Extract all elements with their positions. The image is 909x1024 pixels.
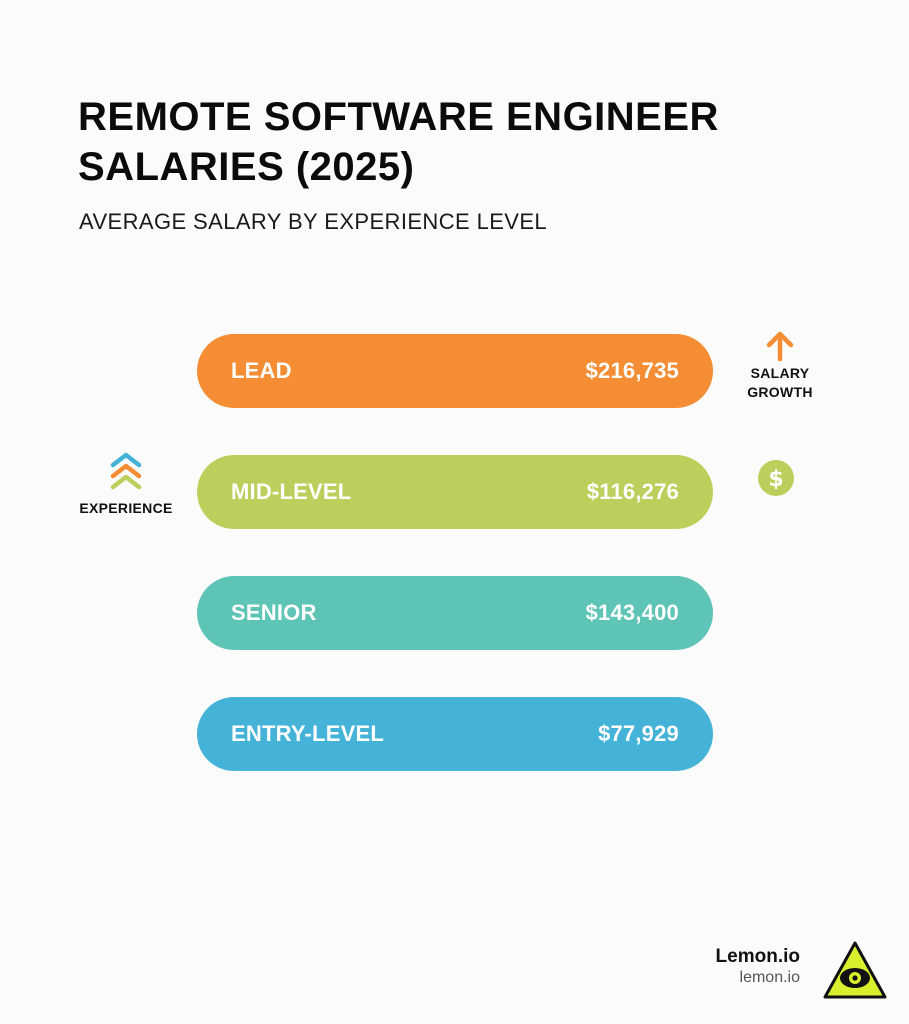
bar-label: MID-LEVEL xyxy=(231,479,352,504)
brand-name: Lemon.io xyxy=(715,946,800,967)
bar-entry-level: ENTRY-LEVEL $77,929 xyxy=(197,697,713,771)
bar-value-label: $116,276 xyxy=(586,479,679,504)
bar-value-label: $143,400 xyxy=(585,600,679,625)
svg-text:$: $ xyxy=(768,467,783,492)
bar-value-label: $77,929 xyxy=(598,721,679,746)
brand-block: Lemon.io lemon.io xyxy=(716,946,800,988)
bar-lead: LEAD $216,735 xyxy=(197,334,713,408)
chart-subtitle: AVERAGE SALARY BY EXPERIENCE LEVEL xyxy=(79,209,548,234)
lemon-eye-triangle-icon xyxy=(823,941,887,999)
bar-value-label: $216,735 xyxy=(585,358,679,383)
salary-growth-indicator: SALARY GROWTH xyxy=(730,330,830,402)
bar-label: LEAD xyxy=(231,358,292,383)
bar-senior: SENIOR $143,400 xyxy=(197,576,713,650)
dollar-coin-icon: $ xyxy=(758,460,794,496)
salary-growth-label: SALARY GROWTH xyxy=(747,365,813,400)
bar-label: ENTRY-LEVEL xyxy=(231,721,384,746)
bar-mid-level: MID-LEVEL $116,276 xyxy=(197,455,713,529)
stacked-chevrons-up-icon xyxy=(110,452,142,490)
experience-label: EXPERIENCE xyxy=(79,500,173,516)
experience-indicator: EXPERIENCE xyxy=(70,450,182,516)
arrow-up-icon xyxy=(766,331,794,362)
bar-label: SENIOR xyxy=(231,600,317,625)
brand-url: lemon.io xyxy=(739,969,800,986)
chart-title: REMOTE SOFTWARE ENGINEER SALARIES (2025) xyxy=(78,95,719,189)
